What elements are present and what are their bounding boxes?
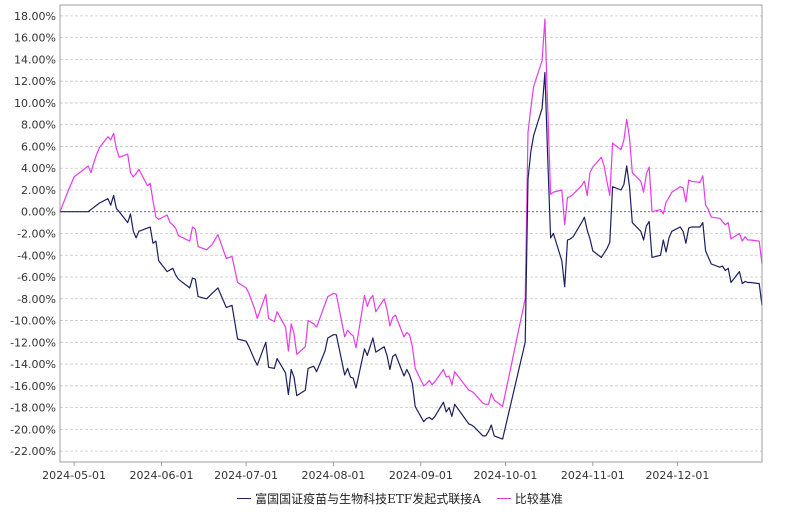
x-tick-label: 2024-09-01 [389, 469, 453, 482]
y-tick-label: 6.00% [21, 140, 56, 153]
x-tick-label: 2024-06-01 [130, 469, 194, 482]
y-tick-label: 16.00% [14, 32, 56, 45]
y-tick-label: -6.00% [17, 271, 56, 284]
plot-frame [59, 4, 763, 463]
gridlines [60, 15, 762, 452]
x-axis-ticks: 2024-05-01 2024-06-01 2024-07-01 2024-08-01… [42, 462, 709, 482]
legend-swatch-fund [237, 497, 252, 499]
x-tick-label: 2024-07-01 [214, 469, 278, 482]
x-tick-label: 2024-12-01 [645, 469, 709, 482]
y-tick-label: -22.00% [10, 445, 56, 458]
series-line-benchmark [59, 18, 763, 408]
legend-swatch-benchmark [496, 497, 511, 499]
y-axis-ticks: 18.00% 16.00% 14.00% 12.00% 10.00% 8.00% 6.00%… [10, 10, 56, 458]
y-tick-label: 10.00% [14, 97, 56, 110]
x-tick-label: 2024-10-01 [473, 469, 537, 482]
legend-item-fund: 富国国证疫苗与生物科技ETF发起式联接A [237, 490, 481, 507]
y-tick-label: 8.00% [21, 119, 56, 132]
y-tick-label: -4.00% [17, 249, 56, 262]
y-tick-label: 14.00% [14, 53, 56, 66]
legend-label-fund: 富国国证疫苗与生物科技ETF发起式联接A [255, 491, 481, 506]
y-tick-label: 2.00% [21, 184, 56, 197]
y-tick-label: -12.00% [10, 336, 56, 349]
y-tick-label: -10.00% [10, 315, 56, 328]
x-tick-label: 2024-05-01 [42, 469, 106, 482]
x-tick-label: 2024-11-01 [561, 469, 625, 482]
chart-legend: 富国国证疫苗与生物科技ETF发起式联接A 比较基准 [0, 488, 800, 508]
x-tick-label: 2024-08-01 [302, 469, 366, 482]
line-chart: 18.00% 16.00% 14.00% 12.00% 10.00% 8.00% 6.00%… [10, 4, 763, 482]
y-tick-label: -18.00% [10, 402, 56, 415]
legend-item-benchmark: 比较基准 [496, 490, 563, 507]
y-tick-label: -8.00% [17, 293, 56, 306]
y-tick-label: -16.00% [10, 380, 56, 393]
y-tick-label: -14.00% [10, 358, 56, 371]
y-tick-label: 12.00% [14, 75, 56, 88]
y-tick-label: 4.00% [21, 162, 56, 175]
series-line-fund [60, 71, 763, 440]
y-tick-label: 0.00% [21, 206, 56, 219]
series-layer [59, 18, 763, 440]
y-tick-label: -20.00% [10, 423, 56, 436]
plot-border [59, 4, 763, 463]
legend-label-benchmark: 比较基准 [514, 491, 563, 506]
y-tick-label: 18.00% [14, 10, 56, 23]
y-tick-label: -2.00% [17, 228, 56, 241]
